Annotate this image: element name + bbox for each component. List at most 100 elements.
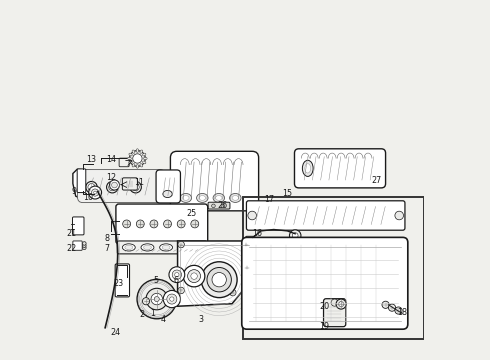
- Circle shape: [188, 270, 200, 283]
- Ellipse shape: [136, 165, 139, 168]
- Circle shape: [191, 220, 199, 228]
- Circle shape: [132, 184, 139, 191]
- Ellipse shape: [178, 244, 191, 251]
- Circle shape: [109, 180, 120, 190]
- FancyBboxPatch shape: [245, 236, 255, 256]
- Circle shape: [395, 307, 402, 314]
- Ellipse shape: [216, 195, 222, 200]
- Ellipse shape: [196, 193, 208, 202]
- Circle shape: [290, 230, 301, 241]
- FancyBboxPatch shape: [77, 170, 166, 203]
- Circle shape: [82, 246, 86, 249]
- Ellipse shape: [144, 245, 151, 249]
- Ellipse shape: [125, 245, 133, 249]
- Circle shape: [244, 264, 250, 271]
- Text: 9: 9: [71, 187, 76, 196]
- Text: 12: 12: [106, 174, 116, 183]
- Ellipse shape: [183, 195, 189, 200]
- FancyBboxPatch shape: [117, 241, 206, 254]
- Text: 14: 14: [106, 155, 116, 164]
- Bar: [243, 197, 423, 338]
- Text: 17: 17: [264, 195, 274, 204]
- Circle shape: [94, 191, 97, 194]
- Text: 2: 2: [140, 310, 145, 319]
- Ellipse shape: [141, 244, 154, 251]
- Circle shape: [133, 154, 142, 163]
- Ellipse shape: [302, 160, 313, 176]
- Ellipse shape: [132, 164, 135, 167]
- Circle shape: [172, 270, 181, 279]
- Circle shape: [191, 273, 197, 279]
- Circle shape: [247, 252, 253, 257]
- Circle shape: [164, 220, 171, 228]
- Circle shape: [293, 233, 298, 238]
- Text: 18: 18: [397, 308, 407, 317]
- Text: 3: 3: [199, 315, 204, 324]
- Circle shape: [143, 298, 149, 305]
- Ellipse shape: [213, 193, 224, 202]
- Ellipse shape: [180, 193, 192, 202]
- Circle shape: [339, 302, 343, 307]
- FancyBboxPatch shape: [122, 178, 137, 190]
- Text: 16: 16: [252, 229, 262, 238]
- Ellipse shape: [181, 245, 189, 249]
- Circle shape: [178, 241, 184, 248]
- Circle shape: [88, 184, 95, 191]
- Ellipse shape: [144, 157, 147, 160]
- Circle shape: [248, 211, 256, 220]
- Ellipse shape: [143, 153, 146, 156]
- Text: 25: 25: [187, 209, 197, 218]
- Text: 11: 11: [134, 177, 144, 186]
- Circle shape: [86, 181, 97, 193]
- FancyBboxPatch shape: [77, 169, 86, 193]
- Text: 22: 22: [66, 244, 76, 253]
- Circle shape: [336, 299, 346, 309]
- FancyBboxPatch shape: [242, 237, 408, 329]
- Ellipse shape: [136, 149, 139, 152]
- Ellipse shape: [143, 161, 146, 164]
- Text: 1: 1: [150, 309, 155, 318]
- FancyBboxPatch shape: [116, 204, 208, 244]
- Text: 26: 26: [217, 201, 227, 210]
- Circle shape: [137, 279, 176, 319]
- Circle shape: [96, 189, 101, 194]
- Text: 4: 4: [161, 315, 166, 324]
- Circle shape: [207, 267, 231, 292]
- Circle shape: [82, 244, 86, 247]
- Ellipse shape: [160, 244, 172, 251]
- Ellipse shape: [162, 245, 170, 249]
- Circle shape: [92, 189, 98, 196]
- FancyBboxPatch shape: [323, 299, 346, 327]
- Circle shape: [112, 182, 117, 188]
- Circle shape: [169, 267, 185, 283]
- Circle shape: [389, 304, 395, 311]
- Circle shape: [382, 301, 389, 309]
- Text: 5: 5: [153, 276, 159, 285]
- Circle shape: [201, 262, 237, 298]
- Circle shape: [177, 220, 185, 228]
- Circle shape: [146, 288, 168, 310]
- Circle shape: [167, 294, 177, 304]
- Circle shape: [212, 204, 215, 208]
- Circle shape: [109, 184, 116, 191]
- FancyBboxPatch shape: [115, 264, 129, 297]
- Circle shape: [129, 150, 146, 166]
- Ellipse shape: [305, 164, 311, 173]
- Circle shape: [170, 297, 174, 301]
- Circle shape: [183, 265, 205, 287]
- Text: 19: 19: [319, 322, 330, 331]
- Polygon shape: [73, 169, 168, 200]
- Ellipse shape: [163, 190, 172, 198]
- FancyBboxPatch shape: [73, 241, 82, 250]
- Circle shape: [130, 181, 141, 193]
- Text: 10: 10: [83, 193, 93, 202]
- Circle shape: [175, 273, 179, 277]
- Ellipse shape: [140, 150, 143, 153]
- FancyBboxPatch shape: [171, 151, 259, 211]
- Circle shape: [294, 239, 302, 248]
- FancyBboxPatch shape: [119, 158, 129, 167]
- Text: 20: 20: [319, 302, 330, 311]
- Ellipse shape: [132, 150, 135, 153]
- Text: 8: 8: [105, 234, 110, 243]
- Text: 13: 13: [87, 155, 97, 164]
